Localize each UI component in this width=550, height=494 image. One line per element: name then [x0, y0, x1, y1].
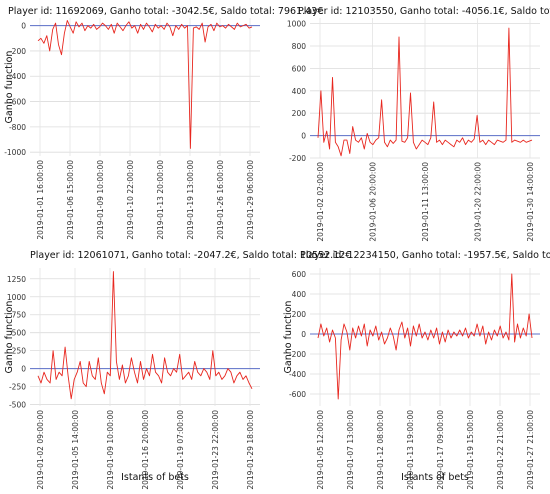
x-tick-label: 2019-01-05 14:00:00: [71, 410, 80, 490]
y-tick-label: -200: [9, 47, 26, 56]
y-tick-label: 1000: [287, 20, 306, 29]
y-tick-label: 400: [292, 87, 307, 96]
x-tick-label: 2019-01-09 10:00:00: [96, 160, 105, 240]
y-tick-label: 250: [12, 347, 27, 356]
x-tick-label: 2019-01-06 20:00:00: [369, 162, 378, 242]
y-tick-label: -800: [9, 123, 26, 132]
y-axis-label: Ganho function: [4, 51, 15, 124]
x-tick-label: 2019-01-27 21:00:00: [526, 410, 535, 490]
x-tick-label: 2019-01-13 19:00:00: [406, 410, 415, 490]
x-tick-label: 2019-01-19 13:00:00: [186, 160, 195, 240]
y-tick-label: -250: [9, 383, 26, 392]
plot-area: [310, 268, 540, 406]
chart-title: Player id: 12234150, Ganho total: -1957.…: [300, 250, 550, 261]
x-tick-label: 2019-01-02 09:00:00: [36, 410, 45, 490]
x-tick-label: 2019-01-19 07:00:00: [176, 410, 185, 490]
x-tick-label: 2019-01-05 12:00:00: [316, 410, 325, 490]
x-tick-label: 2019-01-01 16:00:00: [36, 160, 45, 240]
x-tick-label: 2019-01-22 21:00:00: [496, 410, 505, 490]
x-tick-label: 2019-01-29 18:00:00: [246, 410, 255, 490]
y-axis-label: Ganho function: [4, 301, 15, 374]
y-tick-label: -200: [289, 350, 306, 359]
series-line: [317, 273, 533, 400]
y-tick-label: -500: [9, 401, 26, 410]
chart-panel-3: 1250 1000 750 500 250 0 -250 -500 2019-01-02 09:…: [4, 250, 351, 490]
x-tick-label: 2019-01-23 22:00:00: [211, 410, 220, 490]
x-tick-label: 2019-01-16 20:00:00: [141, 410, 150, 490]
y-tick-label: -400: [289, 370, 306, 379]
y-tick-label: 0: [301, 330, 306, 339]
chart-title: Player id: 12103550, Ganho total: -4056.…: [298, 6, 550, 17]
chart-title: Player id: 12061071, Ganho total: -2047.…: [30, 250, 351, 261]
y-tick-label: 0: [21, 365, 26, 374]
y-tick-label: 0: [301, 132, 306, 141]
y-tick-label: -200: [289, 154, 306, 163]
y-tick-label: 0: [21, 22, 26, 31]
y-axis-label: Ganho function: [283, 301, 294, 374]
chart-title: Player id: 11692069, Ganho total: -3042.…: [8, 6, 323, 17]
x-tick-label: 2019-01-09 10:00:00: [106, 410, 115, 490]
x-tick-label: 2019-01-10 22:00:00: [126, 160, 135, 240]
chart-panel-2: 1000 800 600 400 200 0 -200 2019-01-02 02:00:00…: [287, 6, 550, 242]
x-tick-label: 2019-01-07 13:00:00: [346, 410, 355, 490]
x-tick-label: 2019-01-19 15:00:00: [466, 410, 475, 490]
y-tick-label: -400: [9, 72, 26, 81]
chart-panel-1: 0 -200 -400 -600 -800 -1000 2019-01-01 16:00:0…: [4, 6, 323, 240]
y-tick-label: 400: [292, 290, 307, 299]
y-tick-label: -1000: [4, 148, 26, 157]
x-tick-label: 2019-01-20 22:00:00: [474, 162, 483, 242]
y-tick-label: 750: [12, 311, 27, 320]
x-tick-label: 2019-01-11 13:00:00: [421, 162, 430, 242]
x-tick-label: 2019-01-26 16:00:00: [216, 160, 225, 240]
series-line: [37, 20, 253, 149]
series-line: [317, 27, 533, 157]
y-tick-label: 200: [292, 109, 307, 118]
chart-panel-4: 600 400 200 0 -200 -400 -600 2019-01-05 12:00:0…: [283, 250, 550, 490]
plot-area: [30, 18, 260, 156]
x-tick-label: 2019-01-13 20:00:00: [156, 160, 165, 240]
y-tick-label: 500: [12, 329, 27, 338]
series-line: [37, 271, 253, 400]
x-tick-label: 2019-01-30 14:00:00: [526, 162, 535, 242]
x-tick-label: 2019-01-29 06:00:00: [246, 160, 255, 240]
y-tick-label: 600: [292, 64, 307, 73]
y-tick-label: 800: [292, 42, 307, 51]
y-tick-label: 600: [292, 270, 307, 279]
y-tick-label: 1250: [7, 275, 26, 284]
x-axis-label: Istants of bets: [401, 472, 469, 483]
x-tick-label: 2019-01-02 02:00:00: [316, 162, 325, 242]
x-tick-label: 2019-01-17 09:00:00: [436, 410, 445, 490]
x-tick-label: 2019-01-06 15:00:00: [66, 160, 75, 240]
x-axis-label: Istants of bets: [121, 472, 189, 483]
y-tick-label: -600: [9, 98, 26, 107]
y-tick-label: 200: [292, 310, 307, 319]
y-tick-label: 1000: [7, 293, 26, 302]
x-tick-label: 2019-01-12 08:00:00: [376, 410, 385, 490]
y-tick-label: -600: [289, 390, 306, 399]
